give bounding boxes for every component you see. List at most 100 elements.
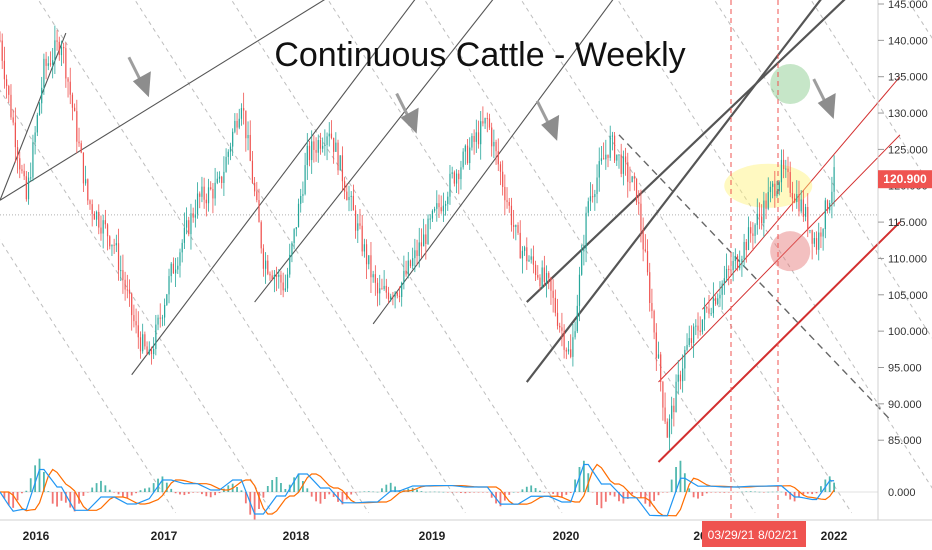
candle-body-261 [572, 337, 574, 357]
macd-histogram-bar-220 [482, 492, 484, 493]
candle-body-271 [594, 194, 596, 198]
candle-body-64 [139, 337, 142, 352]
macd-histogram-bar-302 [661, 492, 664, 493]
candle-body-321 [703, 307, 706, 320]
candle-body-344 [754, 224, 756, 236]
date-markers-layer [730, 0, 779, 520]
candle-body-34 [74, 107, 76, 112]
macd-histogram-bar-356 [780, 491, 783, 493]
candle-body-262 [574, 331, 576, 338]
candle-body-157 [344, 181, 346, 192]
candle-body-306 [671, 405, 673, 419]
date-badge-label-1: 8/02/21 [758, 528, 798, 542]
candle-body-120 [262, 248, 265, 269]
badges-layer: 03/29/21 8/02/21 120.900 [702, 170, 932, 547]
candle-body-243 [532, 256, 534, 265]
candle-body-317 [695, 325, 697, 327]
macd-line [0, 463, 835, 517]
candle-body-20 [43, 58, 45, 88]
candle-body-351 [769, 186, 772, 193]
macd-histogram-bar-198 [433, 491, 436, 493]
x-tick-label-6: 2022 [821, 529, 848, 543]
candle-body-119 [260, 222, 262, 249]
macd-histogram-bar-250 [547, 492, 550, 493]
macd-histogram-bar-82 [179, 492, 181, 495]
candle-body-300 [657, 354, 660, 358]
candle-body-255 [559, 325, 561, 328]
candle-body-187 [409, 260, 412, 267]
arrow-head-1 [400, 107, 419, 134]
macd-histogram-bar-50 [108, 489, 111, 492]
candle-body-69 [150, 349, 153, 355]
candle-body-39 [85, 179, 87, 184]
candle-body-355 [778, 182, 780, 192]
macd-histogram-bar-320 [701, 492, 704, 496]
candle-body-105 [229, 146, 232, 152]
x-tick-label-3: 2019 [419, 529, 446, 543]
candle-body-239 [524, 247, 526, 251]
candle-body-8 [16, 147, 19, 159]
macd-histogram-bar-350 [767, 491, 770, 493]
candle-body-102 [223, 171, 225, 183]
candle-body-15 [32, 142, 34, 178]
candle-body-348 [763, 200, 765, 224]
macd-histogram-bar-232 [508, 492, 511, 495]
candle-body-378 [829, 202, 831, 211]
candle-body-232 [508, 202, 510, 206]
candle-body-106 [232, 131, 234, 147]
macd-histogram-bar-166 [363, 491, 366, 492]
channel-line-3 [525, 0, 822, 383]
candle-body-342 [750, 227, 752, 234]
macd-histogram-bar-12 [25, 490, 28, 492]
macd-histogram-bar-92 [201, 492, 203, 495]
candle-body-122 [267, 260, 269, 274]
candle-body-230 [504, 186, 506, 201]
macd-histogram-bar-146 [319, 492, 322, 504]
macd-histogram-bar-40 [86, 492, 89, 493]
candle-body-380 [833, 167, 835, 192]
candle-body-54 [117, 243, 120, 271]
candle-body-5 [10, 94, 12, 118]
candle-body-110 [240, 108, 243, 119]
macd-histogram-bar-152 [332, 492, 335, 497]
y-tick-label-8: 105.000 [888, 290, 928, 302]
candle-body-245 [537, 275, 539, 278]
candle-body-379 [831, 191, 833, 203]
candle-body-63 [137, 325, 139, 338]
macd-histogram-bar-322 [705, 492, 708, 494]
candle-body-89 [194, 214, 196, 218]
macd-zero-label: 0.000 [888, 487, 916, 499]
candle-body-302 [662, 381, 664, 408]
candle-body-178 [390, 296, 392, 300]
macd-histogram-bar-218 [477, 492, 480, 493]
candle-body-134 [293, 229, 295, 243]
candle-body-257 [563, 330, 565, 350]
candle-body-320 [701, 319, 704, 332]
macd-histogram-bar-194 [424, 491, 427, 493]
macd-histogram-bar-258 [565, 492, 568, 495]
candle-body-131 [286, 274, 289, 289]
arrow-head-3 [817, 93, 836, 120]
candle-body-10 [21, 169, 23, 171]
candle-body-326 [714, 297, 717, 304]
candle-body-329 [721, 283, 723, 295]
macd-histogram-bar-206 [451, 492, 454, 493]
candle-body-354 [776, 191, 778, 197]
macd-histogram-bar-88 [192, 492, 195, 493]
candle-body-365 [800, 199, 802, 212]
macd-histogram-bar-282 [618, 492, 620, 502]
candle-body-229 [502, 171, 504, 187]
candle-body-168 [368, 255, 370, 265]
macd-histogram-bar-32 [69, 492, 72, 508]
candle-body-217 [475, 132, 477, 142]
candle-body-322 [706, 307, 708, 309]
candle-body-202 [442, 205, 444, 212]
macd-histogram-bar-370 [811, 492, 814, 495]
macd-histogram-bar-336 [736, 492, 739, 493]
macd-histogram-bar-26 [56, 492, 58, 507]
macd-histogram-bar-178 [389, 482, 392, 492]
macd-histogram-bar-8 [16, 492, 19, 501]
candle-body-276 [605, 154, 607, 160]
macd-histogram-bar-330 [723, 492, 726, 493]
macd-histogram-bar-238 [521, 489, 524, 492]
